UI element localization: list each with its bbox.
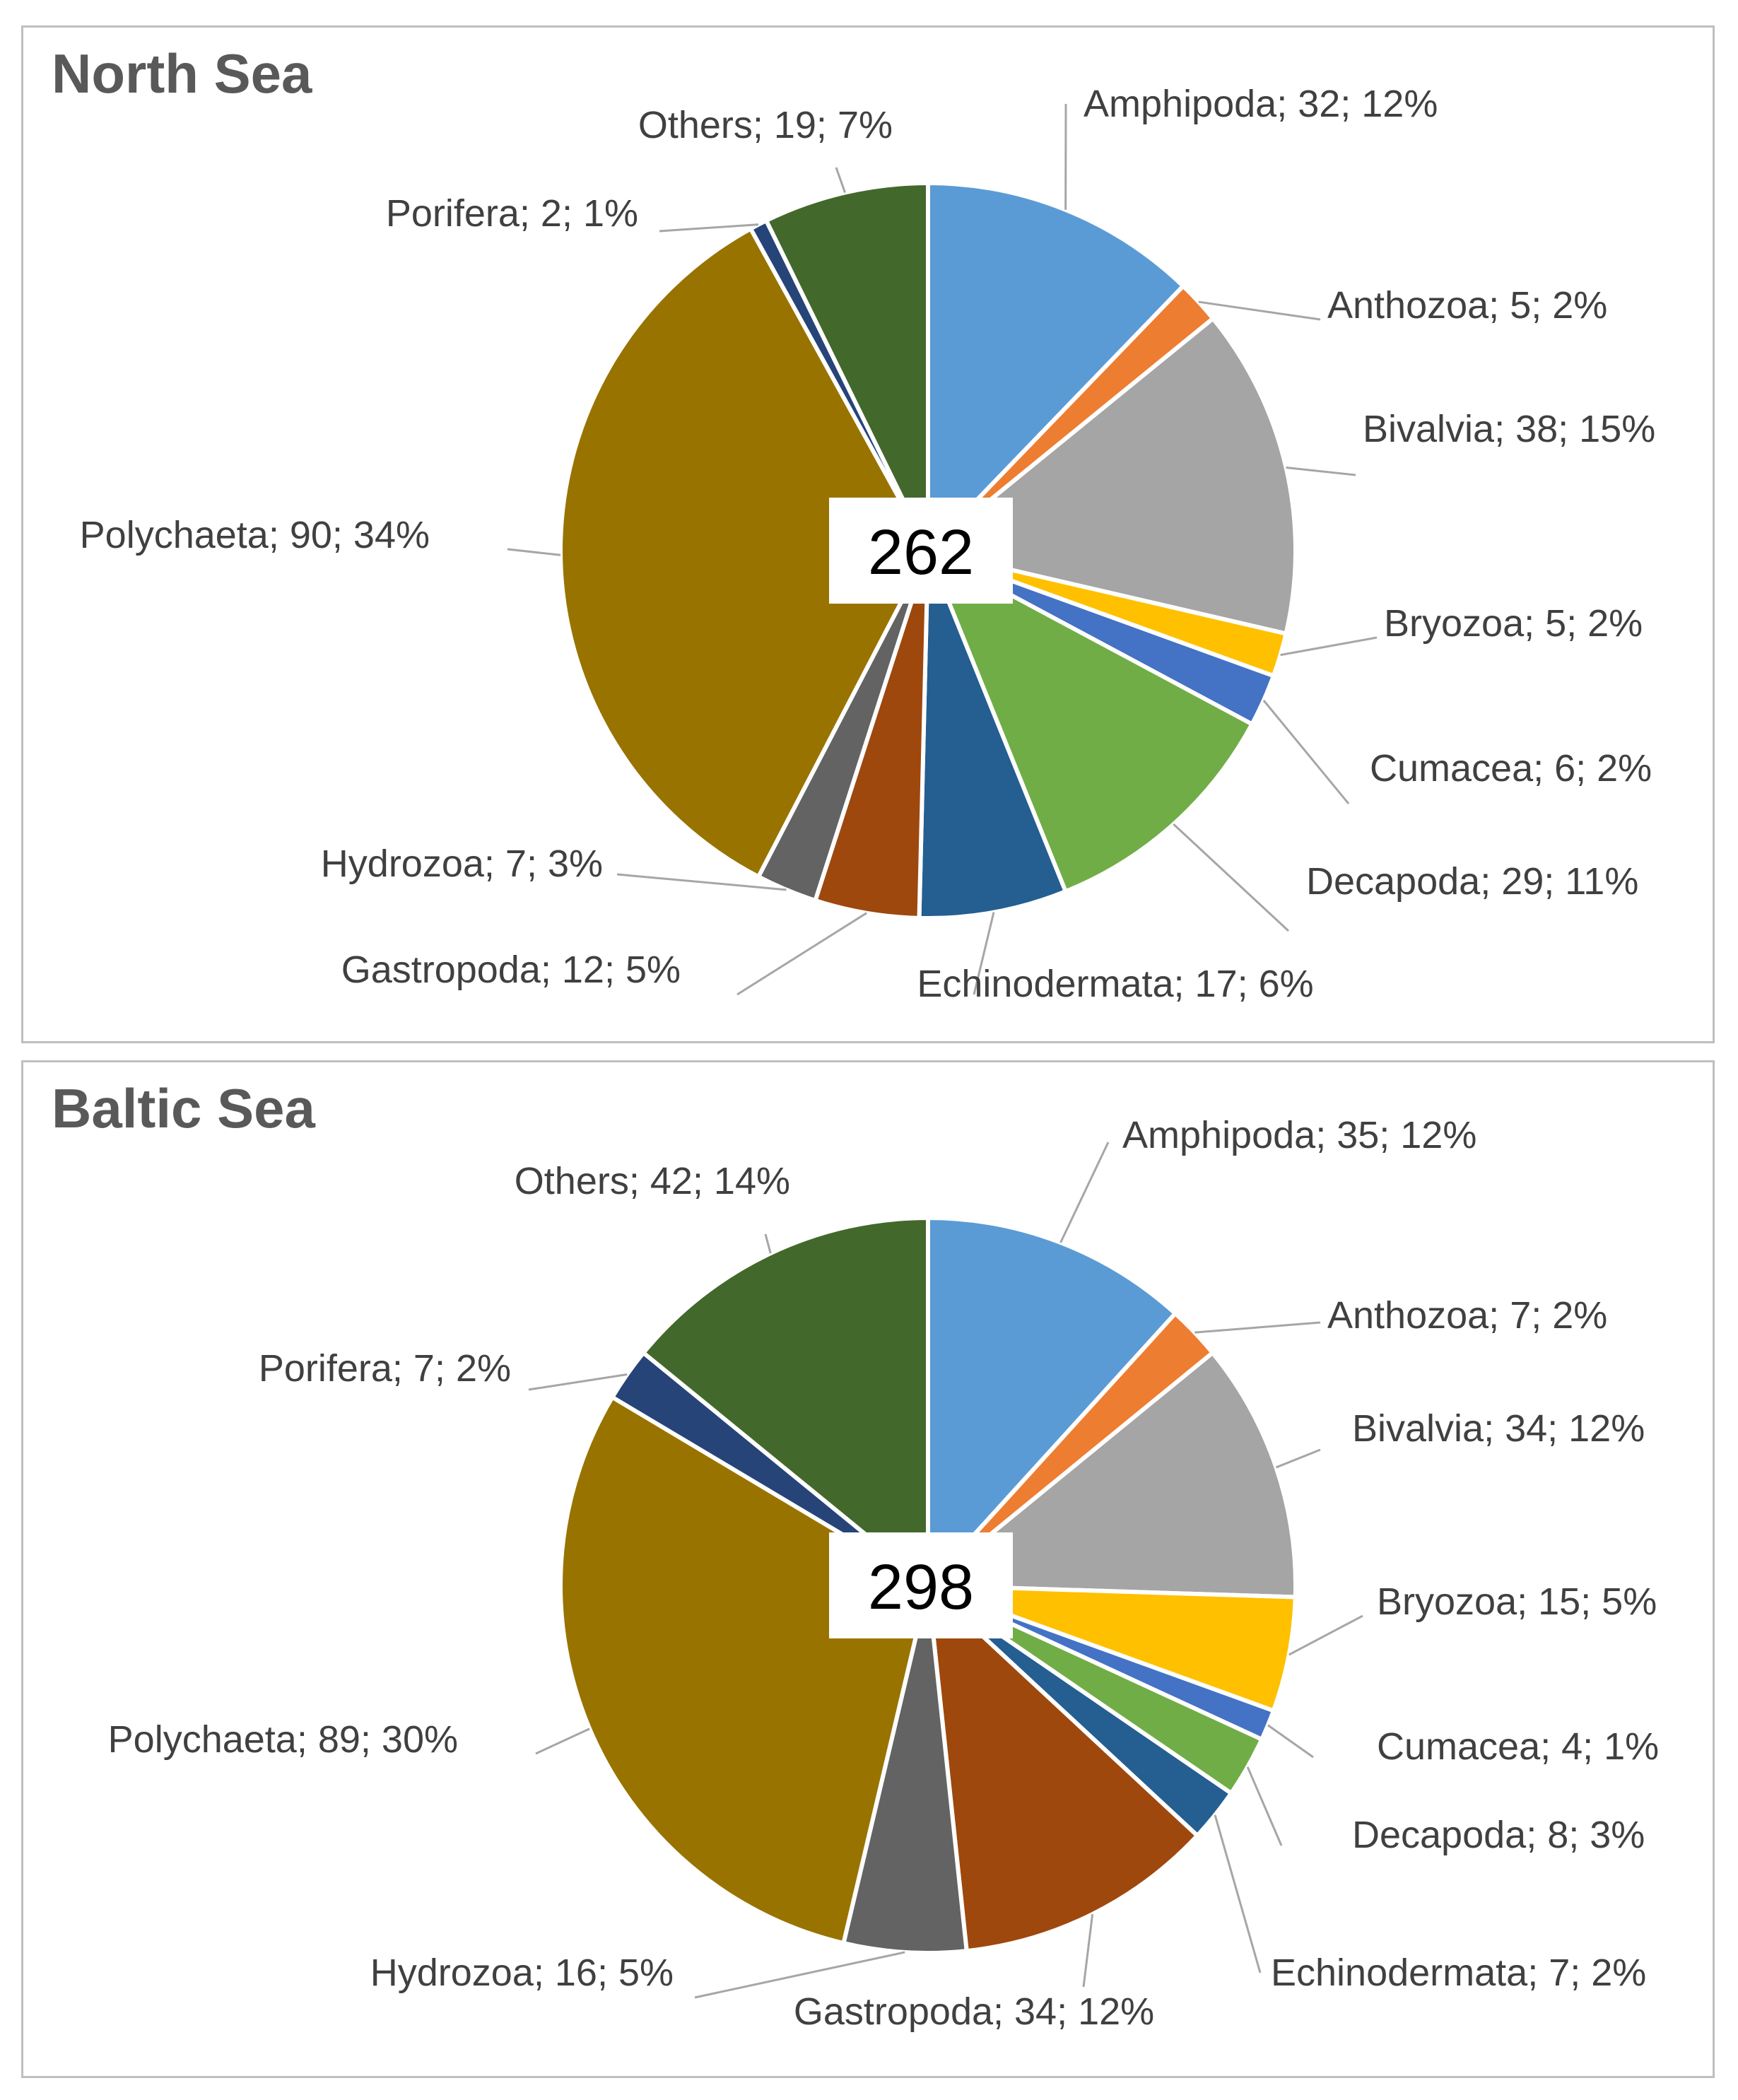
leader-line-gastropoda [736, 912, 867, 996]
data-label-porifera: Porifera; 7; 2% [259, 1347, 511, 1390]
leader-line-bivalvia [1275, 1448, 1321, 1469]
data-label-cumacea: Cumacea; 6; 2% [1370, 747, 1652, 790]
data-label-others: Others; 42; 14% [515, 1160, 790, 1202]
leader-line-anthozoa [1194, 1321, 1321, 1334]
leader-line-hydrozoa [694, 1951, 905, 1999]
data-label-amphipoda: Amphipoda; 35; 12% [1122, 1114, 1476, 1156]
data-label-bivalvia: Bivalvia; 38; 15% [1363, 408, 1655, 450]
leader-line-porifera [659, 223, 759, 233]
leader-line-porifera [528, 1373, 628, 1391]
data-label-porifera: Porifera; 2; 1% [386, 192, 638, 235]
baltic-sea-pie-chart: Amphipoda; 35; 12% Anthozoa; 7; 2% Bivalvi… [108, 1114, 1660, 2033]
leader-line-anthozoa [1198, 300, 1321, 321]
leader-line-amphipoda [1059, 1142, 1110, 1243]
leader-lines [507, 103, 1378, 996]
leader-line-echinodermata [973, 912, 995, 995]
north-sea-chart-panel: North Sea Amphipoda; 32; 12% Anthozoa; 5;… [21, 25, 1715, 1043]
data-label-decapoda: Decapoda; 8; 3% [1352, 1814, 1645, 1856]
data-label-amphipoda: Amphipoda; 32; 12% [1084, 83, 1438, 125]
data-label-decapoda: Decapoda; 29; 11% [1306, 860, 1638, 903]
chart-title: North Sea [52, 42, 312, 105]
leader-line-decapoda [1246, 1766, 1283, 1846]
total-box [829, 1532, 1013, 1638]
leader-lines [528, 1142, 1363, 1999]
pie-slices [558, 181, 1298, 920]
leader-line-others [764, 1233, 772, 1254]
leader-line-bryozoa [1288, 1614, 1363, 1656]
pie-slice-amphipoda [926, 1216, 1178, 1588]
total-count-label: 298 [868, 1552, 974, 1623]
data-label-bivalvia: Bivalvia; 34; 12% [1352, 1407, 1645, 1450]
data-labels: Amphipoda; 35; 12% Anthozoa; 7; 2% Bivalvi… [108, 1114, 1660, 2033]
baltic-sea-chart-panel: Baltic Sea Amphipoda; 35; 12% Anthozoa; 7… [21, 1060, 1715, 2078]
total-count-label: 262 [868, 517, 974, 588]
north-sea-pie-chart: Amphipoda; 32; 12% Anthozoa; 5; 2% Bivalvi… [80, 83, 1656, 1005]
leader-line-echinodermata [1214, 1814, 1262, 1973]
data-label-hydrozoa: Hydrozoa; 16; 5% [370, 1952, 674, 1994]
leader-line-decapoda [1173, 823, 1290, 932]
leader-line-cumacea [1267, 1724, 1314, 1759]
pie-slice-bivalvia [926, 316, 1298, 636]
data-label-cumacea: Cumacea; 4; 1% [1377, 1725, 1659, 1768]
leader-line-bryozoa [1280, 636, 1378, 657]
data-label-anthozoa: Anthozoa; 7; 2% [1327, 1294, 1607, 1337]
data-labels: Amphipoda; 32; 12% Anthozoa; 5; 2% Bivalvi… [80, 83, 1656, 1005]
data-label-bryozoa: Bryozoa; 15; 5% [1377, 1580, 1657, 1623]
data-label-gastropoda: Gastropoda; 12; 5% [341, 949, 681, 991]
pie-slice-gastropoda [926, 1583, 1200, 1954]
data-label-echinodermata: Echinodermata; 7; 2% [1271, 1952, 1646, 1994]
data-label-polychaeta: Polychaeta; 90; 34% [80, 514, 430, 556]
data-label-anthozoa: Anthozoa; 5; 2% [1327, 284, 1607, 327]
leader-line-others [835, 167, 846, 193]
leader-line-polychaeta [507, 548, 561, 556]
data-label-bryozoa: Bryozoa; 5; 2% [1384, 602, 1643, 645]
chart-title: Baltic Sea [52, 1077, 315, 1139]
pie-slice-amphipoda [926, 181, 1186, 553]
data-label-hydrozoa: Hydrozoa; 7; 3% [321, 843, 603, 885]
data-label-others: Others; 19; 7% [638, 104, 893, 146]
data-label-polychaeta: Polychaeta; 89; 30% [108, 1718, 458, 1761]
data-label-echinodermata: Echinodermata; 17; 6% [917, 963, 1313, 1005]
leader-line-bivalvia [1286, 467, 1356, 476]
total-box [829, 498, 1013, 604]
pie-slice-others [641, 1216, 930, 1588]
leader-line-cumacea [1262, 699, 1350, 804]
pie-slice-others [764, 181, 930, 553]
leader-line-gastropoda [1082, 1913, 1094, 1988]
leader-line-hydrozoa [616, 873, 787, 891]
data-label-gastropoda: Gastropoda; 34; 12% [794, 1990, 1154, 2033]
leader-line-polychaeta [535, 1727, 590, 1755]
